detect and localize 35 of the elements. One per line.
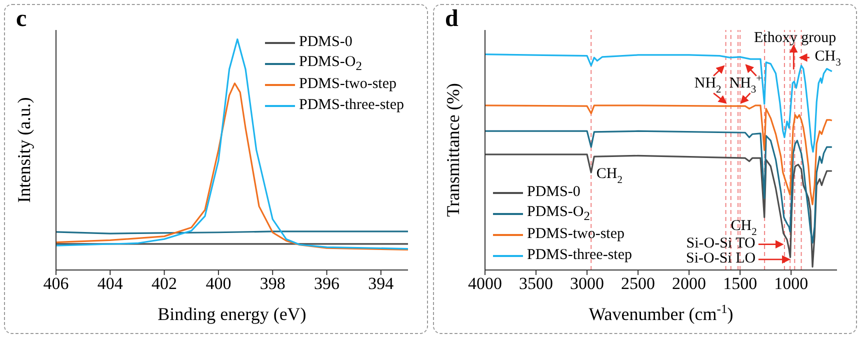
x-tick-label: 1000	[774, 274, 808, 294]
annotation: CH$_{2}$	[730, 218, 757, 238]
x-tick-label: 406	[43, 274, 69, 294]
x-tick-label: 2000	[672, 274, 706, 294]
x-axis-title: Binding energy (eV)	[158, 304, 306, 324]
annotation: Si-O-Si LO	[686, 250, 756, 267]
legend-label: PDMS-0	[299, 34, 352, 51]
y-axis-title: Intensity (a.u.)	[14, 97, 34, 203]
legend-label: PDMS-0	[527, 184, 580, 201]
x-tick-label: 4000	[468, 274, 502, 294]
y-axis-title: Transmittance (%)	[443, 83, 463, 217]
x-tick-label: 394	[368, 274, 394, 294]
x-tick-label: 3500	[519, 274, 554, 294]
x-tick-label: 396	[314, 274, 340, 294]
x-tick-label: 1500	[723, 274, 758, 294]
legend-label: PDMS-O$_{2}$	[527, 204, 590, 224]
x-tick-label: 3000	[570, 274, 604, 294]
chart-title: c	[16, 6, 27, 33]
annotation: CH$_{3}$	[814, 49, 841, 68]
legend-label: PDMS-three-step	[299, 97, 404, 114]
x-tick-label: 398	[260, 274, 286, 294]
x-tick-label: 2500	[621, 274, 656, 294]
chart-title: d	[445, 6, 458, 33]
annotation: CH$_{2}$	[596, 166, 623, 186]
x-tick-label: 400	[206, 274, 232, 294]
text: Ethoxy group	[754, 30, 836, 47]
legend-label: PDMS-two-step	[299, 76, 397, 93]
legend-label: PDMS-two-step	[527, 226, 625, 243]
x-tick-label: 404	[97, 274, 124, 294]
annotation: NH$_{2}$	[694, 76, 722, 96]
x-tick-label: 402	[152, 274, 178, 294]
annotation: Si-O-Si TO	[686, 236, 756, 252]
legend-label: PDMS-O$_{2}$	[299, 54, 362, 74]
legend-label: PDMS-three-step	[527, 247, 632, 264]
x-axis-title: Wavenumber (cm$^{-1}$)	[588, 302, 734, 324]
